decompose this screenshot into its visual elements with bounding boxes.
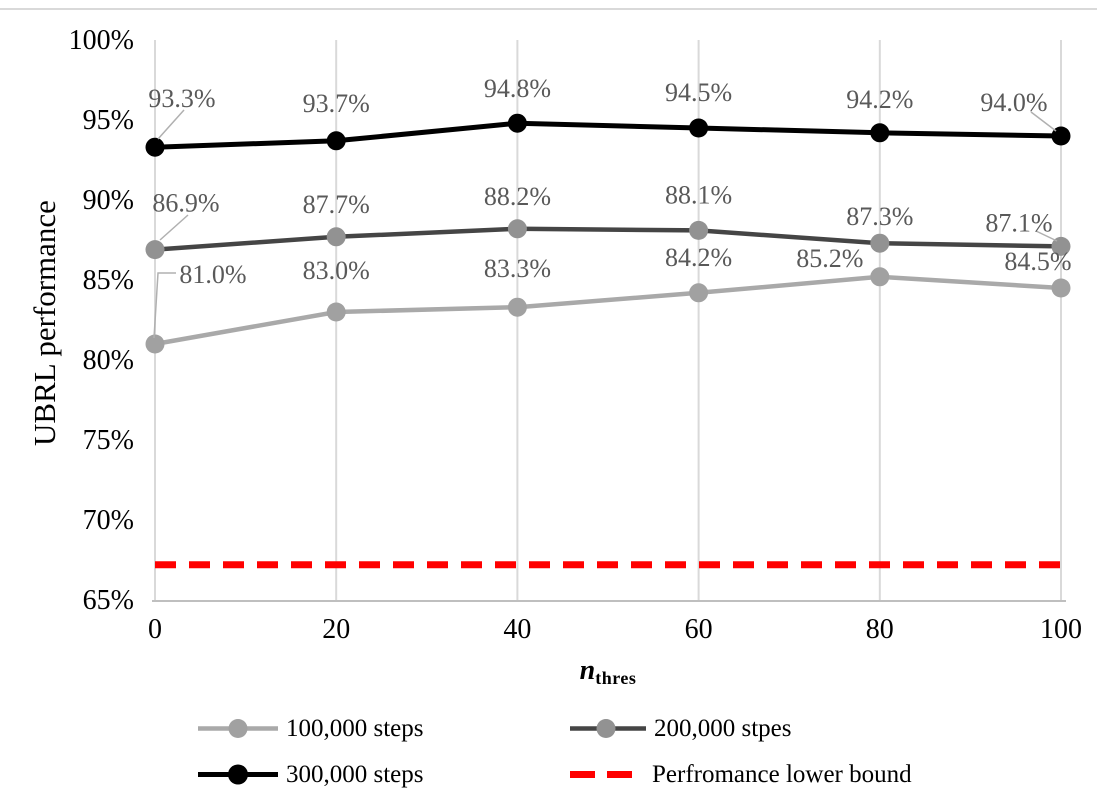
data-point	[145, 240, 165, 260]
y-tick-label: 95%	[83, 105, 134, 136]
legend-label: 200,000 stpes	[654, 714, 792, 742]
data-label: 93.7%	[303, 89, 370, 118]
data-point	[326, 131, 346, 151]
label-leader-line	[157, 109, 185, 140]
data-point	[870, 233, 890, 253]
data-label: 94.5%	[665, 78, 732, 107]
data-label: 81.0%	[179, 260, 246, 289]
x-axis-title-subscript: thres	[595, 668, 637, 688]
label-leader-line	[1035, 230, 1058, 242]
y-tick-label: 100%	[69, 25, 134, 56]
legend-line-marker-icon	[198, 719, 278, 738]
legend-line-marker-icon	[198, 764, 278, 785]
data-point	[507, 297, 527, 317]
data-label: 87.1%	[985, 208, 1052, 237]
data-point	[145, 137, 165, 157]
data-point	[326, 227, 346, 247]
data-point	[1051, 236, 1071, 256]
data-point	[326, 302, 346, 322]
series-line	[154, 274, 1062, 347]
x-tick-label: 100	[1040, 614, 1082, 645]
series-line	[154, 226, 1062, 252]
series-line	[154, 120, 1062, 150]
data-point	[870, 267, 890, 287]
x-tick-label: 40	[503, 614, 531, 645]
legend-label: 300,000 steps	[286, 760, 424, 788]
data-label: 87.3%	[846, 202, 913, 231]
y-tick-label: 85%	[83, 265, 134, 296]
data-label: 83.3%	[484, 254, 551, 283]
data-label: 85.2%	[796, 244, 863, 273]
data-label: 84.2%	[665, 243, 732, 272]
data-label: 84.5%	[1004, 247, 1071, 276]
y-tick-label: 70%	[83, 505, 134, 536]
data-point	[1051, 126, 1071, 146]
data-point	[507, 113, 527, 133]
data-label: 83.0%	[303, 256, 370, 285]
x-tick-label: 0	[148, 614, 162, 645]
x-tick-label: 20	[322, 614, 350, 645]
data-label: 88.2%	[484, 182, 551, 211]
legend-item-300000-steps: 300,000 steps	[198, 760, 424, 789]
legend-label: 100,000 steps	[286, 714, 424, 742]
legend-item-100000-steps: 100,000 steps	[198, 714, 424, 743]
y-tick-label: 80%	[83, 345, 134, 376]
data-point	[689, 118, 709, 138]
x-tick-label: 60	[685, 614, 713, 645]
data-point	[507, 219, 527, 239]
figure-top-border	[0, 8, 1097, 10]
data-label: 88.1%	[665, 180, 732, 209]
y-tick-label: 75%	[83, 425, 134, 456]
data-label: 94.2%	[846, 85, 913, 114]
y-tick-label: 65%	[83, 585, 134, 616]
data-point	[1051, 278, 1071, 298]
data-label: 86.9%	[152, 189, 219, 218]
data-label: 93.3%	[148, 84, 215, 113]
data-point	[870, 123, 890, 143]
data-point	[689, 220, 709, 240]
legend-item-performance-lower-bound: Perfromance lower bound	[570, 760, 912, 789]
label-leader-line	[153, 272, 176, 339]
data-label: 87.7%	[303, 190, 370, 219]
legend-line-marker-icon	[570, 719, 646, 738]
label-leader-line	[159, 214, 189, 241]
data-point	[145, 334, 165, 354]
legend-dashed-line-icon	[570, 771, 632, 778]
legend-item-200000-steps: 200,000 stpes	[570, 714, 792, 743]
x-axis-title-symbol: n	[579, 655, 596, 686]
data-point	[689, 283, 709, 303]
data-label: 94.8%	[484, 74, 551, 103]
x-axis-title: nthres	[538, 655, 678, 689]
data-label: 94.0%	[980, 88, 1047, 117]
legend-label: Perfromance lower bound	[652, 760, 912, 788]
x-tick-label: 80	[866, 614, 894, 645]
y-tick-label: 90%	[83, 185, 134, 216]
label-leader-line	[1030, 111, 1057, 132]
